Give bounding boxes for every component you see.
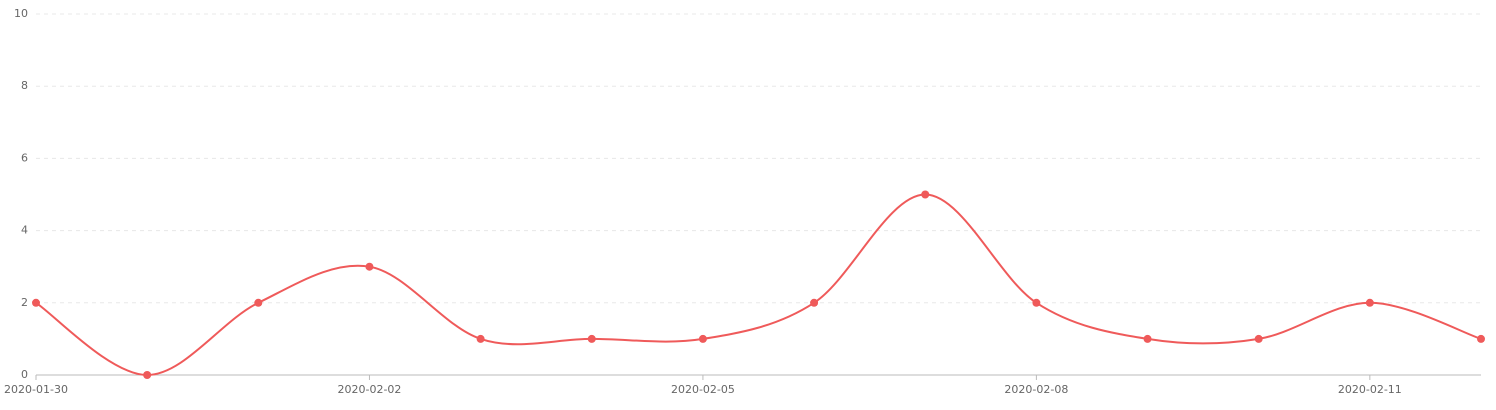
y-tick-label: 2	[21, 296, 28, 309]
x-tick-label: 2020-02-11	[1338, 383, 1402, 396]
point	[254, 298, 263, 307]
point	[476, 334, 485, 343]
point	[1477, 334, 1485, 343]
y-tick-label: 0	[21, 368, 28, 381]
line	[35, 193, 1482, 377]
x-tick-label: 2020-02-05	[671, 383, 735, 396]
point	[1143, 334, 1152, 343]
point	[698, 334, 707, 343]
point	[143, 371, 152, 379]
point	[1254, 334, 1263, 343]
y-tick-label: 6	[21, 151, 28, 164]
point	[921, 190, 930, 199]
x-tick-label: 2020-02-02	[337, 383, 401, 396]
point	[32, 298, 40, 307]
point	[1365, 298, 1374, 307]
y-tick-label: 10	[14, 7, 28, 20]
point	[810, 298, 819, 307]
point	[587, 334, 596, 343]
point	[1032, 298, 1041, 307]
x-tick-label: 2020-02-08	[1004, 383, 1068, 396]
point	[365, 262, 374, 271]
y-tick-label: 8	[21, 79, 28, 92]
x-tick-label: 2020-01-30	[4, 383, 68, 396]
y-tick-label: 4	[21, 224, 28, 237]
